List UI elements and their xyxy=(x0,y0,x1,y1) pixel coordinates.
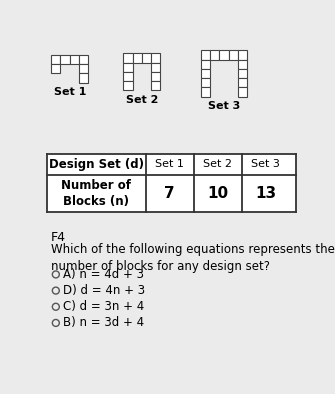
Bar xyxy=(51,55,61,64)
Bar xyxy=(61,55,70,64)
Bar xyxy=(47,154,296,212)
Text: B) n = 3d + 4: B) n = 3d + 4 xyxy=(63,316,144,329)
Bar xyxy=(201,87,210,97)
Bar xyxy=(70,55,79,64)
Text: Set 3: Set 3 xyxy=(251,159,280,169)
Bar xyxy=(79,73,88,83)
Bar xyxy=(79,55,88,64)
Bar xyxy=(123,54,133,63)
Bar xyxy=(151,81,160,90)
Text: Number of
Blocks (n): Number of Blocks (n) xyxy=(61,179,131,208)
Text: C) d = 3n + 4: C) d = 3n + 4 xyxy=(63,300,144,313)
Text: Set 1: Set 1 xyxy=(155,159,184,169)
Bar xyxy=(238,78,247,87)
Text: 7: 7 xyxy=(164,186,175,201)
Bar xyxy=(210,50,219,59)
Bar xyxy=(151,63,160,72)
Bar xyxy=(123,81,133,90)
Bar xyxy=(201,59,210,69)
Text: F4: F4 xyxy=(51,230,66,243)
Bar xyxy=(51,64,61,73)
Text: Set 3: Set 3 xyxy=(208,101,240,111)
Bar xyxy=(123,72,133,81)
Text: 10: 10 xyxy=(207,186,228,201)
Bar xyxy=(151,54,160,63)
Text: Design Set (d): Design Set (d) xyxy=(49,158,144,171)
Bar xyxy=(229,50,238,59)
Text: Set 1: Set 1 xyxy=(54,87,86,97)
Text: D) d = 4n + 3: D) d = 4n + 3 xyxy=(63,284,145,297)
Text: Set 2: Set 2 xyxy=(126,95,158,105)
Text: 13: 13 xyxy=(255,186,276,201)
Bar xyxy=(219,50,229,59)
Bar xyxy=(142,54,151,63)
Text: Set 2: Set 2 xyxy=(203,159,232,169)
Bar xyxy=(79,64,88,73)
Bar xyxy=(238,50,247,59)
Bar xyxy=(238,87,247,97)
Bar xyxy=(201,69,210,78)
Bar xyxy=(151,72,160,81)
Bar xyxy=(133,54,142,63)
Text: Which of the following equations represents the
number of blocks for any design : Which of the following equations represe… xyxy=(51,243,335,273)
Bar xyxy=(238,59,247,69)
Bar xyxy=(201,78,210,87)
Bar xyxy=(238,69,247,78)
Bar xyxy=(123,63,133,72)
Text: A) n = 4d + 3: A) n = 4d + 3 xyxy=(63,268,144,281)
Bar xyxy=(201,50,210,59)
